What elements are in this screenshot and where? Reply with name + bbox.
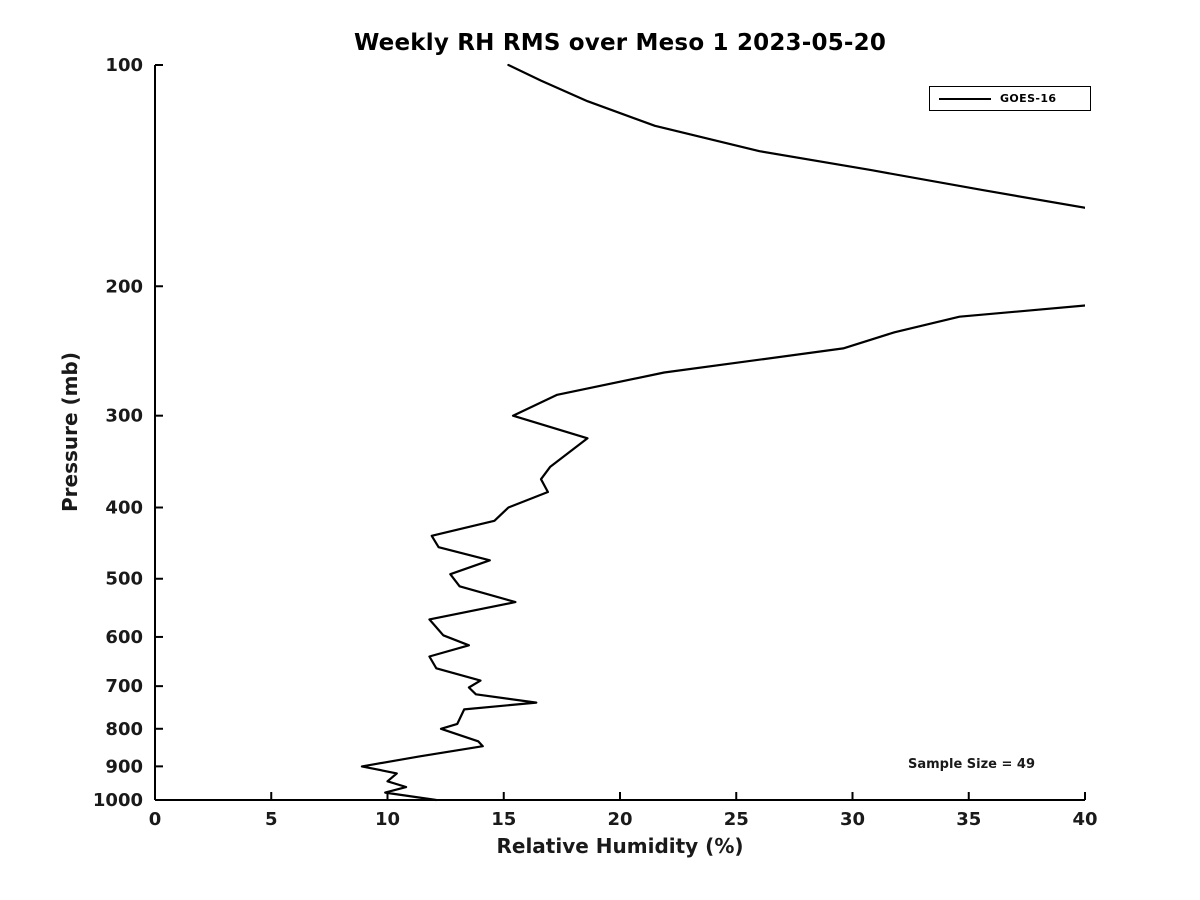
x-tick-label: 5 bbox=[265, 809, 278, 830]
y-tick-label: 400 bbox=[105, 498, 143, 519]
y-axis-label: Pressure (mb) bbox=[58, 352, 82, 512]
x-tick-label: 10 bbox=[375, 809, 400, 830]
y-tick-label: 900 bbox=[105, 756, 143, 777]
x-tick-label: 30 bbox=[840, 809, 865, 830]
y-tick-label: 200 bbox=[105, 276, 143, 297]
x-axis-label: Relative Humidity (%) bbox=[496, 834, 744, 858]
y-tick-label: 700 bbox=[105, 676, 143, 697]
x-tick-label: 20 bbox=[607, 809, 632, 830]
legend-line-sample-icon bbox=[939, 97, 991, 100]
series-line-goes-16 bbox=[360, 63, 1085, 802]
x-tick-label: 35 bbox=[956, 809, 981, 830]
x-tick-label: 40 bbox=[1072, 809, 1097, 830]
legend-label: GOES-16 bbox=[1000, 92, 1057, 105]
x-tick-label: 15 bbox=[491, 809, 516, 830]
x-tick-label: 25 bbox=[724, 809, 749, 830]
y-tick-label: 800 bbox=[105, 719, 143, 740]
y-tick-label: 1000 bbox=[93, 790, 143, 811]
y-tick-label: 100 bbox=[105, 55, 143, 76]
chart-title: Weekly RH RMS over Meso 1 2023-05-20 bbox=[353, 30, 887, 56]
y-tick-label: 300 bbox=[105, 406, 143, 427]
sample-size-annotation: Sample Size = 49 bbox=[908, 757, 1036, 772]
y-tick-label: 600 bbox=[105, 627, 143, 648]
legend: GOES-16 bbox=[929, 86, 1091, 111]
y-tick-label: 500 bbox=[105, 569, 143, 590]
x-tick-label: 0 bbox=[149, 809, 162, 830]
